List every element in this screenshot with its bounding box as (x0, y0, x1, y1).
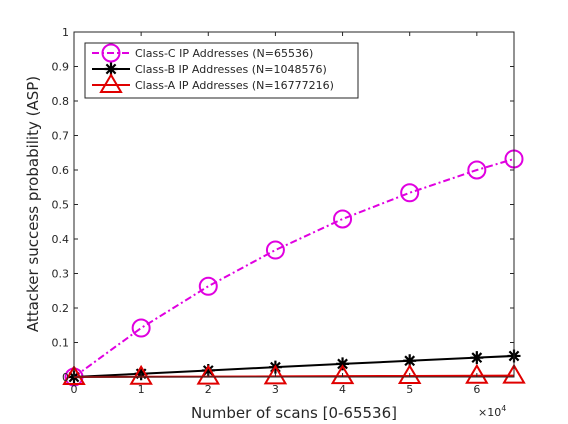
data-point (333, 209, 353, 229)
x-multiplier-exponent: 4 (501, 404, 506, 413)
y-tick-label: 0 (62, 371, 69, 384)
data-point (265, 240, 285, 260)
legend-item: Class-C IP Addresses (N=65536) (92, 43, 313, 63)
legend-item: Class-B IP Addresses (N=1048576) (92, 62, 327, 76)
legend-marker (104, 62, 118, 76)
series-line (73, 158, 515, 378)
y-tick-label: 0.4 (52, 233, 70, 246)
x-multiplier-label: ×104 (478, 404, 506, 419)
legend-label: Class-C IP Addresses (N=65536) (135, 47, 313, 60)
data-point (403, 354, 417, 368)
data-point (263, 364, 288, 385)
ticks-layer: 0 1 2 3 4 5 6 0 0.1 0.2 0.3 0.4 0.5 0.6 0.7 0.8 0.9 1 (52, 26, 514, 396)
x-axis-label: Number of scans [0-65536] (191, 404, 397, 422)
legend-box (84, 42, 359, 99)
y-tick-label: 1 (62, 26, 69, 39)
legend-label: Class-B IP Addresses (N=1048576) (135, 63, 327, 76)
y-tick-label: 0.8 (52, 95, 70, 108)
data-point (467, 160, 487, 180)
data-point (198, 276, 218, 296)
x-tick-label: 1 (138, 383, 145, 396)
data-point (336, 357, 350, 371)
legend-marker (101, 43, 121, 63)
legend-label: Class-A IP Addresses (N=16777216) (135, 79, 334, 92)
data-point (397, 363, 422, 384)
y-tick-label: 0.9 (52, 61, 70, 74)
data-point (502, 363, 526, 384)
y-tick-label: 0.3 (52, 268, 70, 281)
data-point (400, 183, 420, 203)
data-point (201, 363, 215, 377)
y-tick-label: 0.2 (52, 302, 70, 315)
x-tick-label: 3 (272, 383, 279, 396)
x-tick-label: 4 (339, 383, 346, 396)
y-tick-label: 0.5 (52, 199, 70, 212)
y-tick-label: 0.1 (52, 337, 70, 350)
data-point (330, 364, 355, 385)
legend: Class-C IP Addresses (N=65536) Class-B IP… (84, 42, 359, 99)
data-point (196, 364, 221, 385)
y-axis-label: Attacker success probability (ASP) (24, 76, 42, 332)
data-point (129, 364, 153, 385)
legend-marker (99, 73, 123, 93)
y-tick-label: 0.6 (52, 164, 70, 177)
x-tick-label: 2 (205, 383, 212, 396)
x-tick-label: 0 (71, 383, 78, 396)
x-tick-label: 6 (473, 383, 480, 396)
data-point (465, 363, 489, 384)
y-tick-label: 0.7 (52, 130, 70, 143)
data-point (470, 351, 484, 365)
legend-item: Class-A IP Addresses (N=16777216) (92, 73, 334, 93)
x-tick-label: 5 (406, 383, 413, 396)
data-point (62, 365, 86, 385)
series-line (73, 354, 515, 378)
data-point (131, 318, 151, 338)
